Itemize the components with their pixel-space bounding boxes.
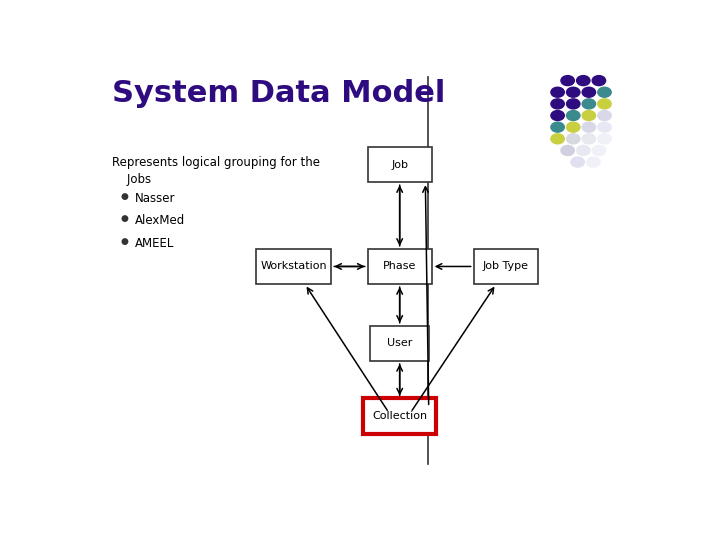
Circle shape xyxy=(561,76,575,86)
FancyBboxPatch shape xyxy=(364,399,436,434)
Circle shape xyxy=(567,99,580,109)
Circle shape xyxy=(577,145,590,156)
Circle shape xyxy=(598,99,611,109)
Circle shape xyxy=(598,122,611,132)
Circle shape xyxy=(592,145,606,156)
Text: Represents logical grouping for the
    Jobs: Represents logical grouping for the Jobs xyxy=(112,156,320,186)
Text: AlexMed: AlexMed xyxy=(135,214,185,227)
Circle shape xyxy=(582,87,595,97)
Circle shape xyxy=(582,122,595,132)
Text: Job Type: Job Type xyxy=(482,261,528,272)
Circle shape xyxy=(567,111,580,120)
FancyBboxPatch shape xyxy=(474,249,538,284)
Text: ●: ● xyxy=(121,214,129,224)
Circle shape xyxy=(582,111,595,120)
Circle shape xyxy=(577,76,590,86)
Text: ●: ● xyxy=(121,238,129,246)
FancyBboxPatch shape xyxy=(368,249,432,284)
FancyBboxPatch shape xyxy=(370,326,429,361)
Text: ●: ● xyxy=(121,192,129,201)
Circle shape xyxy=(567,122,580,132)
FancyBboxPatch shape xyxy=(256,249,331,284)
Circle shape xyxy=(582,99,595,109)
Text: System Data Model: System Data Model xyxy=(112,79,446,109)
Circle shape xyxy=(598,87,611,97)
Text: AMEEL: AMEEL xyxy=(135,238,174,251)
Circle shape xyxy=(567,134,580,144)
Text: Job: Job xyxy=(391,160,408,170)
Circle shape xyxy=(567,87,580,97)
Circle shape xyxy=(571,157,585,167)
Circle shape xyxy=(551,111,564,120)
Circle shape xyxy=(582,134,595,144)
Text: User: User xyxy=(387,339,413,348)
Text: Phase: Phase xyxy=(383,261,416,272)
Circle shape xyxy=(587,157,600,167)
Circle shape xyxy=(551,122,564,132)
Text: Workstation: Workstation xyxy=(261,261,327,272)
Text: Collection: Collection xyxy=(372,411,427,421)
Circle shape xyxy=(551,87,564,97)
Circle shape xyxy=(551,99,564,109)
Circle shape xyxy=(598,111,611,120)
Text: Nasser: Nasser xyxy=(135,192,175,205)
Circle shape xyxy=(598,134,611,144)
Circle shape xyxy=(551,134,564,144)
FancyBboxPatch shape xyxy=(368,147,432,183)
Circle shape xyxy=(561,145,575,156)
Circle shape xyxy=(592,76,606,86)
